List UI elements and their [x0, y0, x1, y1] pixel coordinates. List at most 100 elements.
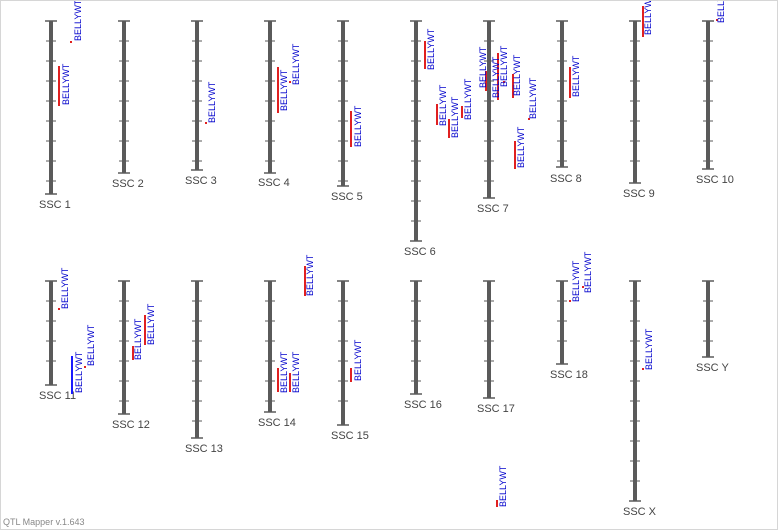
qtl-interval-bar[interactable] [436, 104, 438, 125]
qtl-trait-label[interactable]: BELLYWT [133, 318, 143, 360]
chromosome-bar[interactable] [49, 281, 53, 385]
qtl-trait-label[interactable]: BELLYWT [512, 54, 522, 96]
qtl-marker[interactable]: BELLYWT [499, 45, 509, 87]
qtl-trait-label[interactable]: BELLYWT [279, 69, 289, 111]
chromosome-bar[interactable] [122, 281, 126, 414]
chromosome-bar[interactable] [560, 281, 564, 364]
qtl-interval-bar[interactable] [70, 41, 72, 43]
chromosome-3[interactable]: SSC 3 [185, 20, 217, 187]
qtl-marker[interactable]: BELLYWT [436, 84, 448, 126]
qtl-trait-label[interactable]: BELLYWT [146, 303, 156, 345]
chromosome-7[interactable]: SSC 7 [477, 20, 509, 215]
qtl-marker[interactable]: BELLYWT [478, 46, 488, 91]
qtl-interval-bar[interactable] [132, 346, 134, 360]
qtl-interval-bar[interactable] [642, 368, 644, 370]
qtl-marker[interactable]: BELLYWT [277, 67, 289, 113]
qtl-marker[interactable]: BELLYWT [512, 54, 522, 98]
chromosome-bar[interactable] [414, 21, 418, 241]
qtl-interval-bar[interactable] [642, 6, 644, 37]
chromosome-bar[interactable] [633, 281, 637, 501]
qtl-interval-bar[interactable] [289, 373, 291, 392]
qtl-marker[interactable]: BELLYWT [582, 251, 593, 293]
qtl-marker[interactable]: BELLYWT [569, 260, 581, 302]
chromosome-bar[interactable] [341, 21, 345, 186]
qtl-trait-label[interactable]: BELLYWT [438, 84, 448, 126]
qtl-marker[interactable]: BELLYWT [448, 96, 460, 138]
qtl-interval-bar[interactable] [350, 368, 352, 382]
qtl-interval-bar[interactable] [58, 66, 60, 106]
qtl-trait-label[interactable]: BELLYWT [498, 465, 508, 507]
qtl-trait-label[interactable]: BELLYWT [571, 260, 581, 302]
qtl-marker[interactable]: BELLYWT [304, 254, 315, 296]
chromosome-bar[interactable] [414, 281, 418, 394]
qtl-interval-bar[interactable] [496, 500, 498, 507]
qtl-marker[interactable]: BELLYWT [71, 351, 84, 394]
qtl-trait-label[interactable]: BELLYWT [516, 126, 526, 168]
qtl-marker[interactable]: BELLYWT [58, 63, 71, 106]
qtl-marker[interactable]: BELLYWT [642, 1, 653, 37]
chromosome-11[interactable]: SSC 11 [39, 280, 76, 402]
chromosome-bar[interactable] [633, 21, 637, 183]
chromosome-bar[interactable] [487, 21, 491, 198]
chromosome-bar[interactable] [122, 21, 126, 173]
chromosome-bar[interactable] [268, 21, 272, 173]
qtl-trait-label[interactable]: BELLYWT [353, 339, 363, 381]
qtl-interval-bar[interactable] [277, 67, 279, 113]
qtl-interval-bar[interactable] [716, 19, 718, 21]
chromosome-bar[interactable] [341, 281, 345, 425]
qtl-marker[interactable]: BELLYWT [70, 1, 83, 43]
chromosome-6[interactable]: SSC 6 [404, 20, 436, 258]
qtl-interval-bar[interactable] [277, 368, 279, 392]
qtl-marker[interactable]: BELLYWT [277, 351, 289, 393]
qtl-trait-label[interactable]: BELLYWT [279, 351, 289, 393]
qtl-marker[interactable]: BELLYWT [528, 77, 538, 120]
qtl-marker[interactable]: BELLYWT [491, 53, 501, 100]
chromosome-2[interactable]: SSC 2 [112, 20, 144, 190]
chromosome-10[interactable]: SSC 10 [696, 20, 734, 186]
qtl-trait-label[interactable]: BELLYWT [583, 251, 593, 293]
qtl-interval-bar[interactable] [497, 53, 499, 100]
qtl-marker[interactable]: BELLYWT [569, 55, 581, 98]
qtl-interval-bar[interactable] [84, 366, 86, 368]
qtl-interval-bar[interactable] [304, 266, 306, 296]
qtl-interval-bar[interactable] [514, 141, 516, 169]
chromosome-14[interactable]: SSC 14 [258, 280, 296, 429]
qtl-marker[interactable]: BELLYWT [84, 324, 96, 368]
qtl-trait-label[interactable]: BELLYWT [207, 81, 217, 123]
qtl-interval-bar[interactable] [289, 81, 291, 83]
qtl-interval-bar[interactable] [569, 67, 571, 98]
qtl-marker[interactable]: BELLYWT [424, 28, 436, 70]
chromosome-1[interactable]: SSC 1 [39, 20, 71, 211]
chromosome-bar[interactable] [49, 21, 53, 194]
chromosome-16[interactable]: SSC 16 [404, 280, 442, 411]
qtl-marker[interactable]: BELLYWT [132, 318, 143, 360]
chromosome-13[interactable]: SSC 13 [185, 280, 223, 455]
qtl-interval-bar[interactable] [512, 74, 514, 98]
chromosome-bar[interactable] [706, 281, 710, 357]
chromosome-bar[interactable] [195, 21, 199, 170]
qtl-trait-label[interactable]: BELLYWT [74, 351, 84, 393]
qtl-interval-bar[interactable] [461, 106, 463, 118]
qtl-marker[interactable]: BELLYWT [289, 351, 301, 393]
chromosome-15[interactable]: SSC 15 [331, 280, 369, 442]
chromosome-y[interactable]: SSC Y [696, 280, 729, 374]
qtl-trait-label[interactable]: BELLYWT [528, 77, 538, 119]
chromosome-17[interactable]: SSC 17 [477, 280, 515, 415]
qtl-interval-bar[interactable] [569, 300, 571, 302]
qtl-trait-label[interactable]: BELLYWT [73, 1, 83, 41]
qtl-marker[interactable]: BELLYWT [350, 105, 363, 147]
qtl-trait-label[interactable]: BELLYWT [86, 324, 96, 366]
qtl-trait-label[interactable]: BELLYWT [644, 328, 654, 370]
qtl-marker[interactable]: BELLYWT [289, 43, 301, 85]
qtl-marker[interactable]: BELLYWT [461, 78, 473, 120]
qtl-trait-label[interactable]: BELLYWT [60, 267, 70, 309]
qtl-marker[interactable]: BELLYWT [58, 267, 70, 310]
qtl-interval-bar[interactable] [58, 308, 60, 310]
qtl-marker[interactable]: BELLYWT [144, 303, 156, 345]
qtl-marker[interactable]: BELLYWT [205, 81, 217, 124]
qtl-interval-bar[interactable] [528, 118, 530, 120]
chromosome-8[interactable]: SSC 8 [550, 20, 582, 185]
chromosome-5[interactable]: SSC 5 [331, 20, 363, 203]
qtl-trait-label[interactable]: BELLYWT [353, 105, 363, 147]
qtl-marker[interactable]: BELLYWT [642, 328, 654, 370]
